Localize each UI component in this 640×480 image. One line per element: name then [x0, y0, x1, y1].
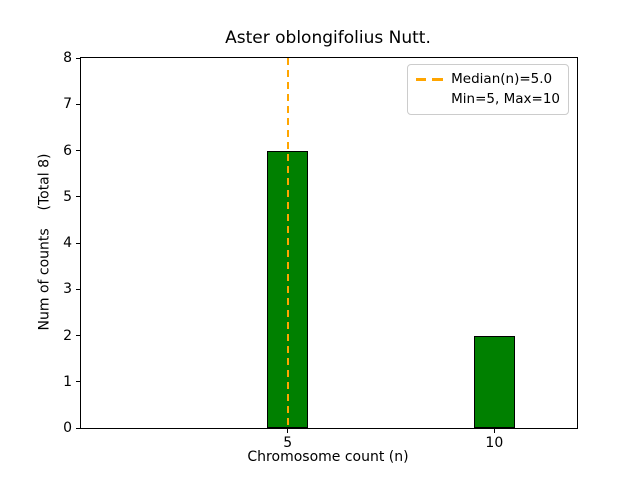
x-tick-label: 5	[283, 435, 293, 451]
bar-n10	[473, 335, 515, 428]
median-line	[286, 58, 289, 428]
y-tick-mark	[76, 150, 80, 151]
y-tick-mark	[76, 196, 80, 198]
y-tick-label: 0	[63, 420, 72, 436]
median-dash-swatch-icon	[416, 77, 444, 81]
legend-row-median: Median(n)=5.0	[416, 69, 560, 89]
y-tick-label: 4	[63, 235, 72, 251]
y-tick-mark	[76, 242, 80, 244]
legend-label-median: Median(n)=5.0	[451, 71, 553, 87]
legend-swatch-spacer	[416, 98, 443, 101]
y-tick-mark	[76, 288, 80, 290]
y-tick-label: 3	[63, 281, 72, 298]
legend: Median(n)=5.0 Min=5, Max=10	[407, 64, 569, 115]
y-tick-mark	[76, 427, 80, 429]
legend-label-minmax: Min=5, Max=10	[451, 91, 560, 107]
y-tick-label: 8	[63, 50, 72, 66]
y-tick-label: 1	[63, 373, 72, 390]
legend-row-minmax: Min=5, Max=10	[416, 89, 560, 109]
x-tick-mark	[493, 429, 495, 433]
x-tick-mark	[287, 429, 289, 433]
y-tick-label: 5	[63, 188, 72, 205]
y-tick-mark	[76, 381, 80, 383]
y-tick-mark	[76, 103, 80, 105]
y-tick-label: 7	[63, 96, 72, 113]
plot-area: 0 1 2 3 4 5 6 7	[63, 50, 578, 451]
x-axis-label: Chromosome count (n)	[247, 449, 409, 465]
y-tick-label: 6	[63, 142, 72, 159]
y-tick-mark	[76, 335, 80, 336]
y-tick-mark	[76, 57, 80, 59]
y-tick-label: 2	[63, 327, 72, 344]
x-tick-label: 10	[485, 435, 504, 451]
chart-title: Aster oblongifolius Nutt.	[225, 28, 431, 48]
